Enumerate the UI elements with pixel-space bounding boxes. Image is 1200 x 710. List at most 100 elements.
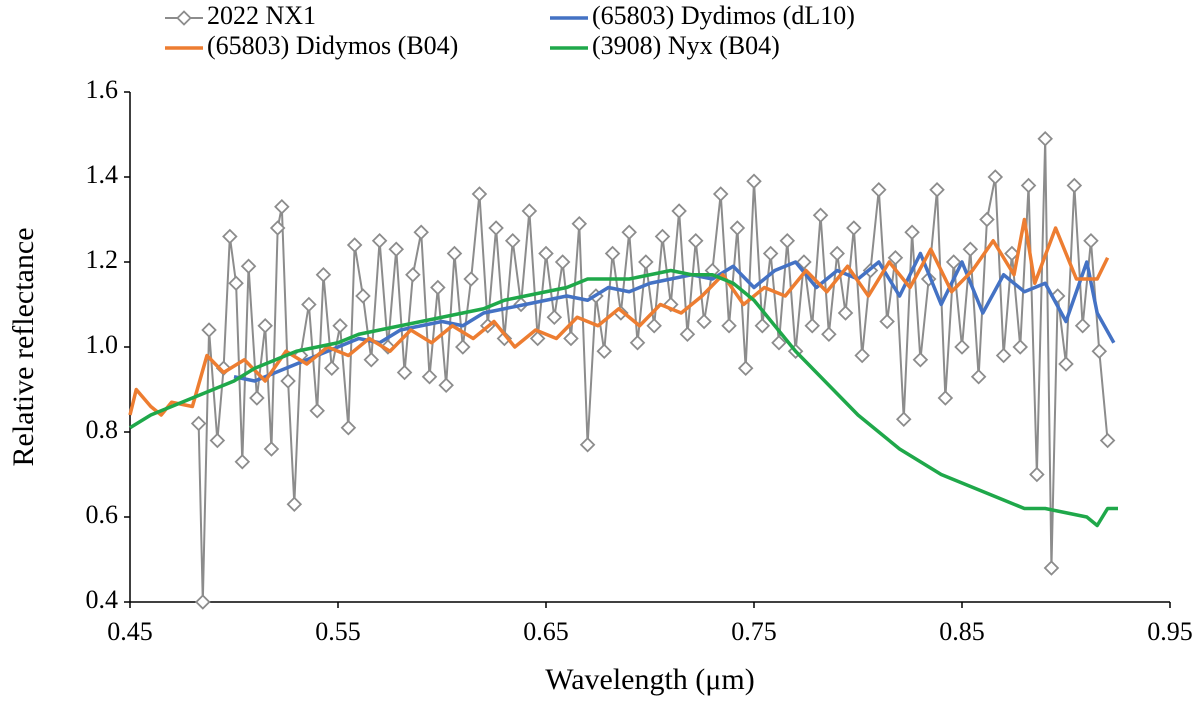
x-tick-label: 0.75	[731, 617, 777, 646]
data-point	[779, 232, 796, 249]
data-point	[879, 313, 895, 330]
y-tick-label: 0.8	[86, 415, 119, 444]
data-point	[846, 220, 862, 236]
data-point	[546, 309, 563, 326]
data-point	[671, 203, 687, 219]
legend-text: (65803) Didymos (B04)	[207, 31, 458, 60]
data-point	[195, 594, 211, 610]
data-point	[887, 249, 904, 266]
x-tick-label: 0.65	[523, 617, 569, 646]
data-point	[995, 347, 1012, 364]
data-point	[954, 339, 970, 355]
x-tick-label: 0.45	[107, 617, 153, 646]
data-point	[355, 288, 371, 304]
data-point	[1020, 177, 1037, 194]
data-point	[621, 224, 637, 241]
data-point	[396, 364, 413, 381]
data-point	[504, 232, 521, 249]
y-tick-label: 1.6	[86, 75, 119, 104]
data-point	[696, 313, 712, 330]
data-point	[228, 275, 244, 292]
data-point	[638, 254, 654, 270]
data-point	[554, 254, 571, 270]
data-point	[269, 220, 286, 236]
data-point	[488, 220, 504, 236]
data-point	[721, 317, 737, 334]
data-point	[405, 266, 421, 283]
x-tick-label: 0.95	[1147, 617, 1193, 646]
data-point	[912, 351, 929, 368]
x-tick-label: 0.85	[939, 617, 985, 646]
y-tick-label: 1.0	[86, 330, 119, 359]
data-point	[1083, 232, 1099, 249]
data-point	[962, 241, 979, 258]
data-point	[340, 419, 357, 436]
data-point	[629, 334, 646, 351]
data-point	[280, 373, 296, 389]
y-tick-label: 1.2	[86, 245, 119, 274]
data-point	[222, 228, 238, 245]
data-point	[1043, 560, 1060, 576]
data-point	[796, 254, 812, 270]
data-point	[1029, 466, 1045, 483]
data-point	[895, 411, 912, 428]
series-line	[129, 268, 1118, 528]
data-point	[346, 237, 363, 253]
legend-text: 2022 NX1	[207, 1, 316, 30]
data-point	[323, 360, 340, 377]
data-point	[496, 330, 513, 347]
y-tick-label: 0.4	[86, 585, 119, 614]
data-point	[257, 317, 273, 334]
y-tick-label: 0.6	[86, 500, 119, 529]
data-point	[571, 215, 588, 232]
legend-text: (3908) Nyx (B04)	[592, 31, 780, 60]
data-point	[1004, 245, 1020, 262]
data-point	[538, 245, 554, 262]
data-point	[762, 245, 779, 262]
data-point	[190, 415, 207, 432]
data-point	[301, 296, 317, 313]
data-point	[821, 326, 837, 343]
data-point	[1091, 343, 1108, 360]
data-point	[446, 245, 463, 262]
y-tick-label: 1.4	[86, 160, 119, 189]
data-point	[854, 347, 870, 364]
data-point	[654, 228, 671, 245]
legend-marker	[176, 10, 192, 26]
data-point	[937, 390, 954, 406]
data-point	[904, 224, 920, 241]
data-point	[234, 453, 251, 470]
legend-text: (65803) Dydimos (dL10)	[592, 1, 855, 30]
data-point	[812, 207, 829, 224]
data-point	[646, 317, 662, 334]
data-point	[455, 339, 471, 355]
data-point	[471, 186, 488, 202]
data-point	[754, 317, 771, 334]
data-point	[1099, 432, 1116, 449]
data-point	[687, 232, 704, 249]
data-point	[463, 271, 479, 287]
data-point	[263, 441, 280, 457]
data-point	[970, 368, 987, 385]
data-point	[929, 181, 945, 198]
data-point	[438, 377, 454, 394]
data-point	[1058, 356, 1074, 372]
data-point	[579, 436, 596, 453]
data-point	[771, 334, 787, 351]
data-point	[286, 496, 303, 513]
data-point	[1012, 339, 1029, 355]
data-point	[309, 402, 325, 419]
data-point	[837, 305, 854, 321]
data-point	[201, 322, 217, 338]
data-point	[388, 241, 405, 258]
data-point	[945, 254, 962, 270]
data-point	[987, 169, 1004, 185]
data-point	[746, 173, 762, 190]
data-point	[363, 351, 380, 368]
data-point	[563, 330, 579, 347]
x-tick-label: 0.55	[315, 617, 361, 646]
data-point	[430, 279, 446, 296]
data-point	[521, 203, 538, 219]
